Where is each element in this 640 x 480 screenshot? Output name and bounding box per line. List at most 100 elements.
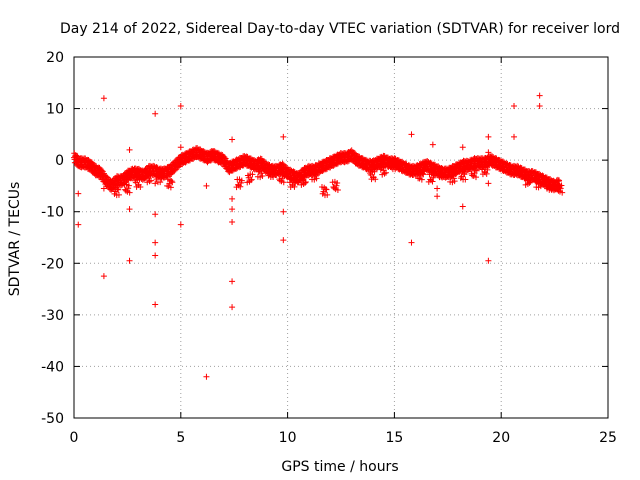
outlier-point bbox=[459, 144, 466, 151]
band-point bbox=[420, 171, 427, 178]
band-point bbox=[393, 162, 400, 169]
band-point bbox=[114, 186, 121, 193]
y-axis-label: SDTVAR / TECUs bbox=[7, 182, 23, 297]
band-point bbox=[291, 183, 298, 190]
band-point bbox=[483, 170, 490, 177]
band-point bbox=[557, 185, 564, 192]
band-point bbox=[280, 179, 287, 186]
band-point bbox=[526, 179, 533, 186]
outlier-point bbox=[280, 208, 287, 215]
outlier-point bbox=[229, 304, 236, 311]
band-point bbox=[548, 186, 555, 193]
band-point bbox=[157, 179, 164, 186]
band-point bbox=[270, 166, 277, 173]
band-point bbox=[441, 166, 448, 173]
outlier-point bbox=[126, 257, 133, 264]
band-point bbox=[292, 179, 299, 186]
y-tick-label: 0 bbox=[55, 153, 64, 169]
x-axis-label: GPS time / hours bbox=[281, 459, 398, 475]
outlier-point bbox=[75, 221, 82, 228]
outlier-point bbox=[434, 185, 441, 192]
x-tick-label: 15 bbox=[385, 430, 403, 446]
band-point bbox=[462, 176, 469, 183]
band-point bbox=[126, 189, 133, 196]
outlier-point bbox=[485, 149, 492, 156]
y-tick-label: 10 bbox=[46, 102, 64, 118]
band-point bbox=[473, 167, 480, 174]
band-point bbox=[258, 170, 265, 177]
gridlines bbox=[74, 57, 608, 418]
band-point bbox=[372, 176, 379, 183]
y-tick-label: 20 bbox=[46, 50, 64, 66]
outlier-point bbox=[280, 237, 287, 244]
band-point bbox=[158, 175, 165, 182]
outlier-point bbox=[229, 278, 236, 285]
band-point bbox=[290, 176, 297, 183]
outlier-point bbox=[485, 180, 492, 187]
chart-title: Day 214 of 2022, Sidereal Day-to-day VTE… bbox=[60, 21, 620, 37]
outlier-point bbox=[152, 180, 159, 187]
band-point bbox=[146, 178, 153, 185]
band-point bbox=[450, 175, 457, 182]
band-point bbox=[322, 186, 329, 193]
outlier-point bbox=[126, 146, 133, 153]
outlier-point bbox=[229, 219, 236, 226]
band-point bbox=[382, 169, 389, 176]
outlier-point bbox=[408, 239, 415, 246]
outlier-point bbox=[536, 102, 543, 109]
band-point bbox=[237, 183, 244, 190]
band-point bbox=[381, 170, 388, 177]
outlier-point bbox=[177, 221, 184, 228]
outlier-point bbox=[177, 144, 184, 151]
y-tick-label: -10 bbox=[41, 205, 64, 221]
data-points bbox=[71, 92, 566, 380]
outlier-point bbox=[408, 131, 415, 138]
band-point bbox=[472, 174, 479, 181]
band-point bbox=[392, 166, 399, 173]
x-tick-label: 5 bbox=[176, 430, 185, 446]
band-point bbox=[537, 183, 544, 190]
band-point bbox=[168, 178, 175, 185]
band-point bbox=[281, 172, 288, 179]
band-point bbox=[249, 171, 256, 178]
outlier-point bbox=[229, 195, 236, 202]
outlier-point bbox=[152, 110, 159, 117]
band-point bbox=[463, 169, 470, 176]
band-point bbox=[429, 178, 436, 185]
band-point bbox=[148, 177, 155, 184]
outlier-point bbox=[100, 95, 107, 102]
band-point bbox=[247, 177, 254, 184]
outlier-point bbox=[229, 162, 236, 169]
band-point bbox=[392, 158, 399, 165]
outlier-point bbox=[229, 136, 236, 143]
outlier-point bbox=[434, 193, 441, 200]
band-point bbox=[302, 178, 309, 185]
band-point bbox=[558, 182, 565, 189]
outlier-point bbox=[429, 141, 436, 148]
band-point bbox=[147, 171, 154, 178]
band-point bbox=[431, 172, 438, 179]
band-point bbox=[527, 178, 534, 185]
band-point bbox=[371, 168, 378, 175]
band-point bbox=[482, 163, 489, 170]
band-point bbox=[125, 182, 132, 189]
band-point bbox=[525, 173, 532, 180]
band-point bbox=[259, 172, 266, 179]
band-point bbox=[382, 163, 389, 170]
band-point bbox=[169, 179, 176, 186]
outlier-point bbox=[100, 185, 107, 192]
outlier-point bbox=[511, 133, 518, 140]
y-tick-label: -20 bbox=[41, 256, 64, 272]
x-tick-label: 0 bbox=[70, 430, 79, 446]
band-point bbox=[536, 177, 543, 184]
outlier-point bbox=[536, 92, 543, 99]
outlier-point bbox=[152, 301, 159, 308]
band-point bbox=[312, 169, 319, 176]
outlier-point bbox=[177, 102, 184, 109]
band-point bbox=[418, 176, 425, 183]
trend-point bbox=[554, 176, 561, 183]
band-point bbox=[167, 184, 174, 191]
outlier-point bbox=[485, 133, 492, 140]
band-point bbox=[334, 179, 341, 186]
